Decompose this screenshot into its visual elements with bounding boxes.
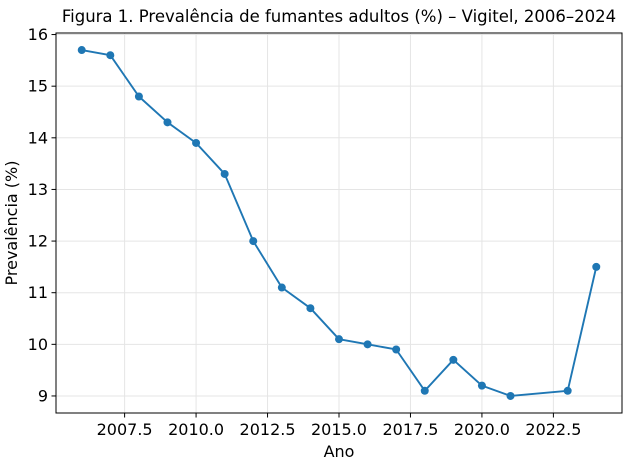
x-tick-label: 2017.5	[382, 420, 438, 439]
data-line	[80, 49, 598, 397]
axis-ticks	[51, 34, 554, 418]
data-point	[592, 262, 601, 271]
data-point	[335, 335, 343, 344]
x-tick-label: 2010.0	[168, 420, 224, 439]
x-axis-label: Ano	[324, 442, 355, 461]
x-tick-label: 2007.5	[97, 420, 153, 439]
y-tick-label: 11	[28, 283, 48, 302]
y-tick-label: 10	[28, 335, 48, 354]
data-point	[477, 381, 486, 390]
data-point	[363, 340, 372, 349]
data-points	[77, 46, 601, 400]
data-point	[392, 345, 401, 354]
data-point	[249, 237, 258, 246]
data-point	[449, 355, 458, 364]
data-point	[163, 118, 172, 127]
y-axis-label: Prevalência (%)	[2, 161, 21, 286]
x-tick-labels: 2007.5 2010.0 2012.5 2015.0 2017.5 2020.0 2022…	[97, 420, 582, 439]
y-tick-label: 12	[28, 232, 48, 251]
x-tick-label: 2022.5	[525, 420, 581, 439]
data-point	[306, 304, 315, 313]
data-point	[420, 386, 429, 395]
x-tick-label: 2015.0	[311, 420, 367, 439]
y-tick-label: 16	[28, 25, 48, 44]
y-tick-label: 9	[38, 386, 48, 405]
x-tick-label: 2020.0	[454, 420, 510, 439]
data-point	[106, 51, 115, 60]
data-point	[506, 391, 515, 400]
data-point	[563, 386, 572, 395]
data-point	[192, 138, 201, 147]
gridlines	[56, 33, 622, 413]
data-point	[77, 46, 86, 55]
x-tick-label: 2012.5	[240, 420, 296, 439]
data-point	[134, 92, 143, 101]
y-tick-labels: 9 10 11 12 13 14 15 16	[28, 25, 48, 405]
chart-title: Figura 1. Prevalência de fumantes adulto…	[62, 7, 616, 26]
data-point	[220, 169, 229, 178]
data-point	[277, 283, 286, 292]
y-tick-label: 14	[28, 128, 48, 147]
y-tick-label: 15	[28, 77, 48, 96]
y-tick-label: 13	[28, 180, 48, 199]
